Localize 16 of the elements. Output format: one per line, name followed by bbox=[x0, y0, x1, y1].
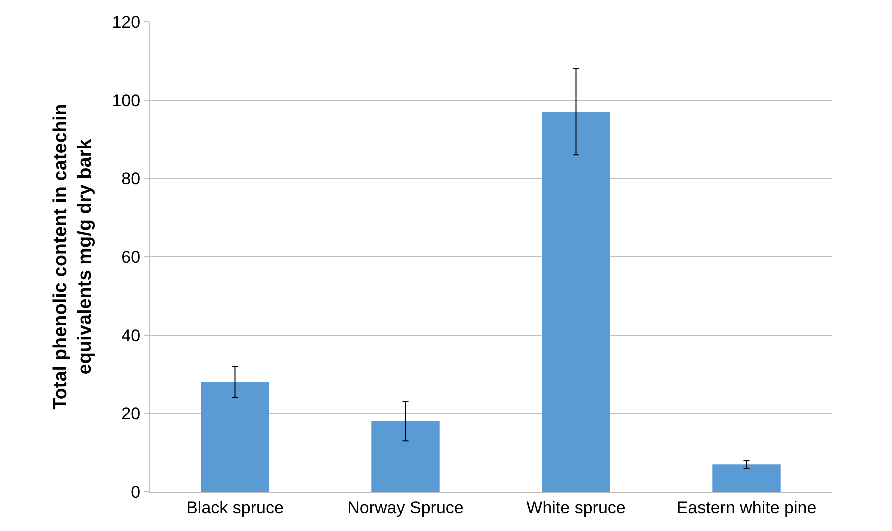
bar bbox=[542, 112, 610, 492]
y-axis-title: Total phenolic content in catechin equivalents mg/g dry bark bbox=[50, 104, 96, 410]
x-tick-label: Black spruce bbox=[186, 498, 284, 518]
x-tick-label: White spruce bbox=[526, 498, 626, 518]
bar bbox=[372, 422, 440, 492]
bar bbox=[201, 382, 270, 492]
y-tick-label: 100 bbox=[112, 91, 141, 110]
bar bbox=[712, 464, 781, 492]
x-tick-label: Norway Spruce bbox=[348, 498, 464, 518]
x-tick-label: Eastern white pine bbox=[676, 498, 817, 518]
y-tick-label: 80 bbox=[122, 170, 141, 189]
y-tick-label: 0 bbox=[131, 482, 141, 502]
y-tick-label: 40 bbox=[122, 326, 141, 346]
y-tick-label: 60 bbox=[122, 248, 141, 267]
y-tick-label: 120 bbox=[112, 12, 141, 32]
y-tick-label: 20 bbox=[122, 404, 141, 424]
